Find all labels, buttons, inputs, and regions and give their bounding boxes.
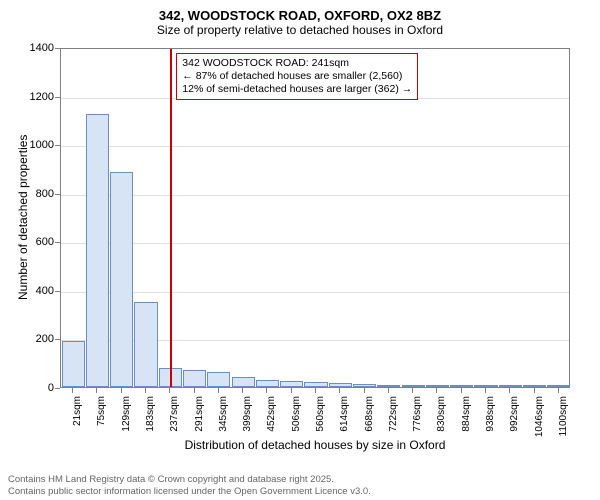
x-tick-mark — [558, 388, 559, 393]
histogram-bar — [499, 385, 522, 387]
property-marker-line — [170, 49, 172, 387]
chart-title: 342, WOODSTOCK ROAD, OXFORD, OX2 8BZ — [0, 8, 600, 23]
x-tick-mark — [96, 388, 97, 393]
y-axis-label: Number of detached properties — [16, 135, 30, 300]
attribution-footer: Contains HM Land Registry data © Crown c… — [8, 474, 371, 500]
x-axis-label: Distribution of detached houses by size … — [60, 438, 570, 452]
x-tick-mark — [534, 388, 535, 393]
y-tick-label: 1200 — [0, 91, 54, 103]
x-tick-mark — [194, 388, 195, 393]
gridline — [61, 195, 569, 196]
x-tick-mark — [169, 388, 170, 393]
x-tick-mark — [388, 388, 389, 393]
histogram-bar — [62, 341, 85, 387]
x-tick-mark — [509, 388, 510, 393]
chart-subtitle: Size of property relative to detached ho… — [0, 23, 600, 37]
y-tick-mark — [55, 388, 60, 389]
histogram-bar — [377, 385, 400, 387]
histogram-bar — [523, 385, 546, 387]
histogram-bar — [402, 385, 425, 387]
histogram-bar — [183, 370, 206, 387]
x-tick-mark — [121, 388, 122, 393]
gridline — [61, 292, 569, 293]
title-group: 342, WOODSTOCK ROAD, OXFORD, OX2 8BZ Siz… — [0, 0, 600, 37]
y-tick-mark — [55, 242, 60, 243]
footer-line2: Contains public sector information licen… — [8, 486, 371, 497]
y-tick-mark — [55, 48, 60, 49]
y-tick-mark — [55, 291, 60, 292]
x-tick-mark — [72, 388, 73, 393]
annotation-line1: 342 WOODSTOCK ROAD: 241sqm — [182, 57, 412, 70]
chart-container: 342, WOODSTOCK ROAD, OXFORD, OX2 8BZ Siz… — [0, 0, 600, 500]
x-tick-mark — [485, 388, 486, 393]
y-tick-label: 200 — [0, 333, 54, 345]
histogram-bar — [232, 377, 255, 387]
histogram-bar — [110, 172, 133, 387]
footer-line1: Contains HM Land Registry data © Crown c… — [8, 474, 371, 485]
histogram-bar — [304, 382, 327, 387]
y-tick-mark — [55, 97, 60, 98]
x-tick-mark — [339, 388, 340, 393]
x-tick-mark — [364, 388, 365, 393]
histogram-bar — [329, 383, 352, 387]
histogram-bar — [280, 381, 303, 387]
x-tick-mark — [291, 388, 292, 393]
y-tick-label: 0 — [0, 382, 54, 394]
annotation-line2: ← 87% of detached houses are smaller (2,… — [182, 70, 412, 83]
y-tick-mark — [55, 194, 60, 195]
x-tick-mark — [461, 388, 462, 393]
x-tick-mark — [412, 388, 413, 393]
x-tick-mark — [218, 388, 219, 393]
histogram-bar — [353, 384, 376, 387]
annotation-box: 342 WOODSTOCK ROAD: 241sqm← 87% of detac… — [176, 53, 418, 100]
annotation-line3: 12% of semi-detached houses are larger (… — [182, 83, 412, 96]
gridline — [61, 146, 569, 147]
gridline — [61, 243, 569, 244]
histogram-bar — [547, 385, 570, 387]
x-tick-mark — [242, 388, 243, 393]
plot-region: 342 WOODSTOCK ROAD: 241sqm← 87% of detac… — [60, 48, 570, 388]
histogram-bar — [450, 385, 473, 387]
histogram-bar — [256, 380, 279, 387]
histogram-bar — [474, 385, 497, 387]
chart-area: 342 WOODSTOCK ROAD: 241sqm← 87% of detac… — [60, 48, 570, 388]
y-tick-mark — [55, 145, 60, 146]
histogram-bar — [86, 114, 109, 387]
x-tick-mark — [266, 388, 267, 393]
x-tick-mark — [315, 388, 316, 393]
y-tick-mark — [55, 339, 60, 340]
histogram-bar — [426, 385, 449, 387]
x-tick-mark — [145, 388, 146, 393]
histogram-bar — [134, 302, 157, 387]
x-tick-mark — [436, 388, 437, 393]
y-tick-label: 1400 — [0, 42, 54, 54]
histogram-bar — [207, 372, 230, 387]
